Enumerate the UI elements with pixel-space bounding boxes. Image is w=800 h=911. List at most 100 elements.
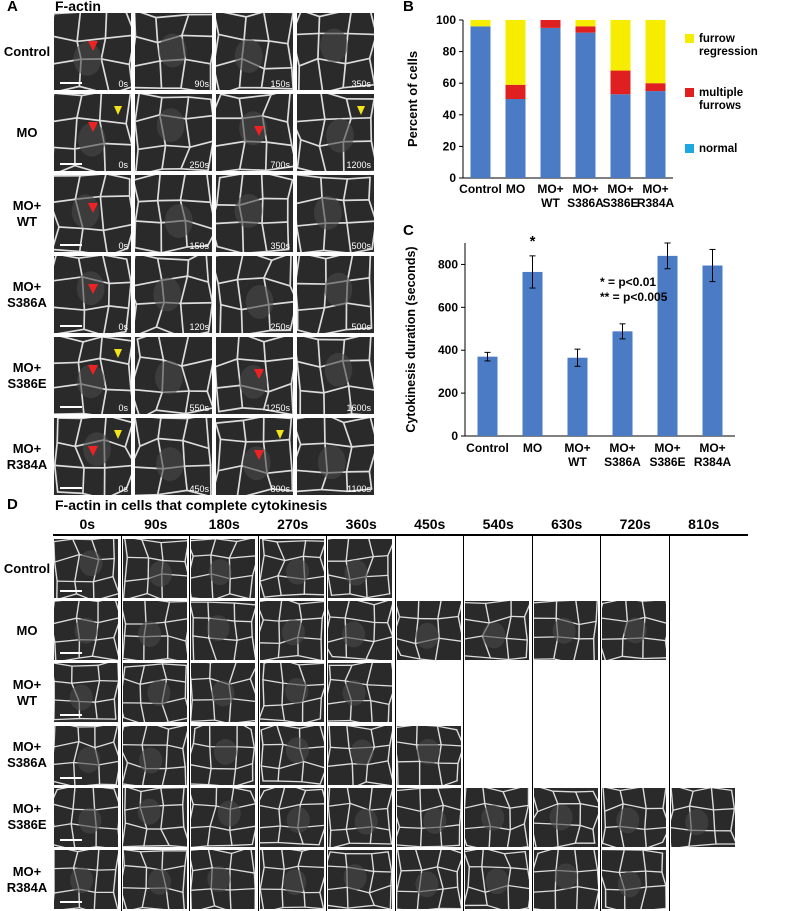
micrograph-tile: 700s [215,93,294,172]
row-label-line: MO+ [12,359,42,375]
micrograph-tile [53,849,119,910]
panel-d-title: F-actin in cells that complete cytokines… [55,497,328,513]
x-tick-label: MO+ [699,441,725,455]
cell-membrane-image [216,175,293,252]
timestamp-label: 250s [189,160,209,170]
micrograph-tile [190,849,256,910]
row-label-line: WT [16,213,38,229]
panel-d-row-label: MO+ R384A [0,864,54,896]
row-label-line: MO+ [12,801,42,817]
time-column-header: 450s [414,516,446,532]
column-divider [531,536,533,911]
cell-membrane-image [297,337,374,414]
yellow-arrowhead-icon [114,430,122,439]
row-label-line: MO [16,124,38,140]
panel-a-row-label: Control [0,44,54,60]
legend-label: furrows [699,100,741,112]
micrograph-tile [53,662,119,724]
bar-segment [575,20,596,27]
bar-segment [610,94,631,178]
significance-marker: ** [707,235,719,243]
timestamp-label: 250s [270,322,290,332]
cell-membrane-image [122,601,187,661]
cell-membrane-image [533,850,598,909]
time-column-header: 270s [277,516,309,532]
micrograph-tile [121,538,188,599]
cell-membrane-image [54,601,118,661]
scale-bar [60,901,82,903]
micrograph-tile [464,600,530,662]
column-divider [257,536,259,911]
cell-membrane-image [122,539,187,598]
cell-membrane-image [54,256,131,333]
bar-segment [575,32,596,178]
micrograph-tile: 250s [134,93,213,172]
micrograph-tile: 1250s [215,336,294,415]
micrograph-tile: 0s [53,174,132,253]
x-tick-label: WT [541,196,560,210]
cell-membrane-image [135,175,212,252]
micrograph-tile: 1200s [296,93,375,172]
panel-b-y-axis-label: Percent of cells [405,51,420,147]
bar [612,331,633,436]
bar-segment [645,91,666,178]
scale-bar [60,244,82,246]
cell-membrane-image [602,850,666,909]
scale-bar [60,590,82,592]
panel-c-y-axis-label: Cytokinesis duration (seconds) [404,246,418,432]
x-tick-label: Control [459,182,502,196]
significance-marker: ** [662,235,674,237]
scale-bar [60,714,82,717]
bar-segment [540,27,561,179]
x-tick-label: WT [568,455,587,469]
red-arrowhead-icon [254,126,264,136]
micrograph-tile [327,849,393,910]
micrograph-tile [121,786,188,848]
scale-bar [60,487,82,489]
bar-segment [575,26,596,33]
scale-bar [60,325,82,327]
micrograph-tile [327,662,393,724]
micrograph-tile [532,786,599,848]
cell-membrane-image [328,725,392,785]
cell-membrane-image [533,787,598,847]
cell-membrane-image [396,725,461,785]
micrograph-tile [190,724,256,786]
timestamp-label: 500s [351,241,371,251]
cell-membrane-image [297,94,374,171]
micrograph-tile: 550s [134,336,213,415]
cell-membrane-image [297,256,373,333]
x-tick-label: R384A [637,196,675,210]
row-label-line: S386E [7,817,47,833]
timestamp-label: 450s [189,484,209,494]
micrograph-tile [601,786,667,848]
micrograph-tile: 350s [215,174,294,253]
legend-label: regression [699,46,758,58]
micrograph-tile [121,724,188,786]
panel-d-row-label: MO+ S386E [0,801,54,833]
red-arrowhead-icon [88,365,98,375]
timestamp-label: 1100s [347,484,371,494]
micrograph-tile [53,600,119,662]
cell-membrane-image [328,787,392,847]
y-tick-label: 20 [443,139,457,153]
timestamp-label: 0s [118,160,128,170]
cell-membrane-image [122,663,187,723]
cell-membrane-image [216,94,293,171]
significance-legend: * = p<0.01 [600,275,656,289]
x-tick-label: S386A [604,455,641,469]
column-divider [394,536,396,911]
panel-a-row-label: MO+ S386E [0,360,54,392]
column-divider [326,536,327,911]
cell-membrane-image [670,787,735,847]
time-column-header: 810s [688,516,720,532]
panel-a-row-label: MO+ WT [0,198,54,230]
micrograph-tile [258,849,325,910]
row-label-line: Control [3,560,51,576]
panel-a-title: F-actin [55,0,101,14]
micrograph-tile [601,849,667,910]
x-tick-label: MO+ [537,182,563,196]
micrograph-tile: 450s [134,417,213,496]
row-label-line: MO+ [12,440,42,456]
panel-d-row-label: MO+ S386A [0,739,54,771]
